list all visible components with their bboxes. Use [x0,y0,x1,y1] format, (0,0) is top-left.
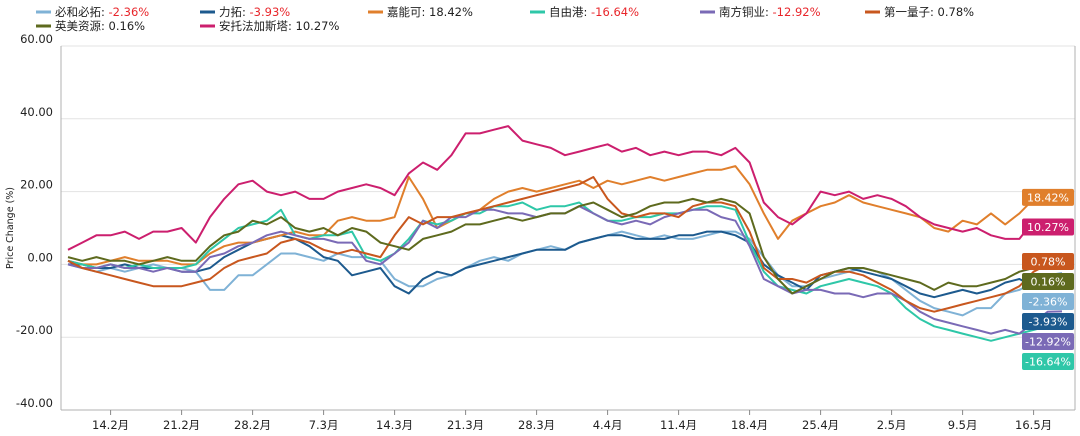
end-badge-label: -12.92% [1025,336,1071,349]
x-tick-label: 21.2月 [163,418,200,432]
legend: 必和必拓: -2.36% 力拓: -3.93% 嘉能可: 18.42% 自由港: -1… [36,5,974,33]
end-badge-安托法加斯塔: 10.27% [1022,218,1074,236]
y-tick-label: 40.00 [20,105,53,119]
x-tick-label: 2.5月 [877,418,907,432]
legend-label: 安托法加斯塔: 10.27% [219,19,339,33]
series-line-力拓 [68,230,1063,299]
y-tick-label: 20.00 [20,178,53,192]
end-value-badges: 18.42% 10.27% 0.78% 0.16% -2.36% -3.93% -12.92… [1022,188,1074,371]
x-tick-label: 28.2月 [234,418,271,432]
legend-item-必和必拓[interactable]: 必和必拓: -2.36% [36,5,149,19]
legend-item-安托法加斯塔[interactable]: 安托法加斯塔: 10.27% [200,19,339,33]
legend-item-自由港[interactable]: 自由港: -16.64% [530,5,639,19]
x-tick-label: 21.3月 [447,418,484,432]
legend-item-英美资源[interactable]: 英美资源: 0.16% [36,19,145,33]
legend-item-嘉能可[interactable]: 嘉能可: 18.42% [368,5,473,19]
x-tick-label: 28.3月 [518,418,555,432]
x-tick-label: 14.2月 [92,418,129,432]
legend-item-第一量子[interactable]: 第一量子: 0.78% [865,5,974,19]
series-line-嘉能可 [67,165,1048,266]
legend-label: 力拓: -3.93% [219,5,290,19]
x-tick-label: 11.4月 [660,418,697,432]
end-badge-英美资源: 0.16% [1022,273,1074,291]
x-tick-label: 14.3月 [376,418,413,432]
plot-area: 60.00 40.00 20.00 0.00 -20.00 -40.00 14.2月 21.… [16,32,1076,432]
legend-label: 南方铜业: -12.92% [719,5,821,19]
series-line-安托法加斯塔 [67,125,1063,251]
end-badge-label: 18.42% [1027,191,1069,204]
end-badge-力拓: -3.93% [1022,313,1074,331]
series-lines [67,125,1063,342]
y-tick-label: 0.00 [27,250,53,264]
end-badge-label: 0.78% [1031,256,1066,269]
legend-label: 英美资源: 0.16% [55,19,145,33]
y-axis: 60.00 40.00 20.00 0.00 -20.00 -40.00 [16,32,53,410]
legend-label: 第一量子: 0.78% [884,5,974,19]
end-badge-label: -16.64% [1025,356,1071,369]
legend-label: 自由港: -16.64% [549,5,639,19]
x-axis: 14.2月 21.2月 28.2月 7.3月 14.3月 21.3月 28.3月 4.4月 11… [92,410,1052,432]
series-line-英美资源 [67,197,1063,295]
end-badge-第一量子: 0.78% [1022,253,1074,271]
end-badge-必和必拓: -2.36% [1022,293,1074,311]
x-tick-label: 4.4月 [593,418,623,432]
x-tick-label: 7.3月 [309,418,339,432]
x-tick-label: 9.5月 [948,418,978,432]
x-tick-label: 18.4月 [731,418,768,432]
end-badge-label: 10.27% [1027,221,1069,234]
end-badge-label: 0.16% [1031,276,1066,289]
y-tick-label: -40.00 [16,396,53,410]
end-badge-自由港: -16.64% [1022,353,1074,371]
legend-item-南方铜业[interactable]: 南方铜业: -12.92% [700,5,821,19]
legend-label: 嘉能可: 18.42% [387,5,473,19]
series-line-第一量子 [67,176,1063,313]
end-badge-南方铜业: -12.92% [1022,333,1074,351]
series-line-自由港 [67,201,1063,342]
y-axis-label: Price Change (%) [5,187,16,269]
end-badge-label: -2.36% [1029,296,1068,309]
y-tick-label: -20.00 [16,323,53,337]
x-tick-label: 16.5月 [1015,418,1052,432]
legend-item-力拓[interactable]: 力拓: -3.93% [200,5,290,19]
x-tick-label: 25.4月 [802,418,839,432]
end-badge-label: -3.93% [1029,316,1068,329]
y-tick-label: 60.00 [20,32,53,46]
legend-label: 必和必拓: -2.36% [55,5,149,19]
end-badge-嘉能可: 18.42% [1022,188,1074,206]
